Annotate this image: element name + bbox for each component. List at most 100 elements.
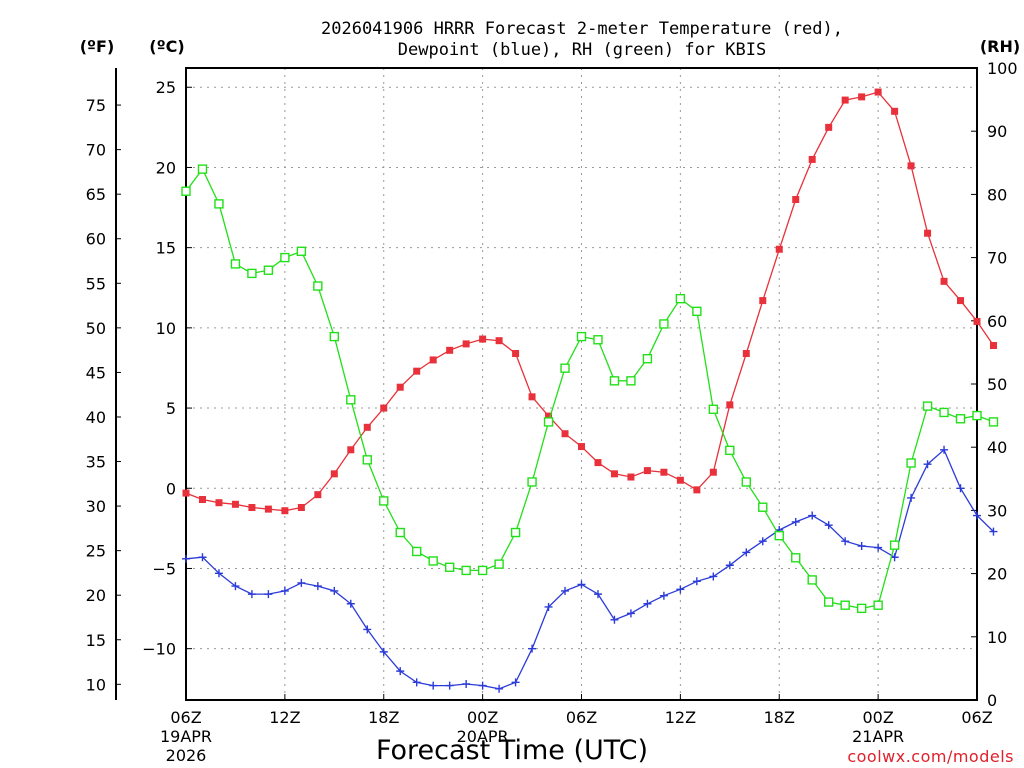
rh-point xyxy=(428,556,438,566)
dewpoint-point xyxy=(462,679,471,688)
tick-label-rh: 100 xyxy=(987,59,1018,78)
rh-point xyxy=(906,458,916,468)
rh-point xyxy=(543,417,554,427)
temperature-point xyxy=(545,412,553,420)
series-line xyxy=(185,167,994,610)
tick-label-time: 06Z xyxy=(566,708,597,727)
dewpoint-point xyxy=(429,681,438,690)
temperature-point xyxy=(693,486,701,494)
tick-label-rh: 60 xyxy=(987,312,1007,331)
series-temperature xyxy=(182,88,997,515)
rh-unit-label: (RH) xyxy=(980,37,1020,56)
tick-labels: 2520151050−5−107570656055504540353025201… xyxy=(86,59,1018,765)
tick-label-rh: 80 xyxy=(987,185,1007,204)
temperature-point xyxy=(330,470,338,478)
temperature-point xyxy=(347,446,355,454)
dewpoint-point xyxy=(198,553,207,562)
tick-label-celsius: 25 xyxy=(156,78,176,97)
chart-subtitle: Dewpoint (blue), RH (green) for KBIS xyxy=(398,40,766,60)
dewpoint-point xyxy=(742,548,751,557)
tick-label-celsius: 10 xyxy=(156,319,176,338)
tick-label-time: 18Z xyxy=(764,708,795,727)
tick-label-celsius: 20 xyxy=(156,158,176,177)
rh-point xyxy=(197,164,208,174)
dewpoint-point xyxy=(561,586,570,595)
series-line xyxy=(185,91,995,512)
temperature-point xyxy=(957,297,965,305)
rh-point xyxy=(247,268,257,279)
tick-label-time: 06Z xyxy=(170,708,201,727)
dewpoint-point xyxy=(396,667,405,676)
dewpoint-point xyxy=(363,625,372,634)
tick-label-time: 18Z xyxy=(368,708,399,727)
temperature-point xyxy=(479,335,487,343)
temperature-point xyxy=(924,229,932,237)
temperature-point xyxy=(528,393,536,401)
rh-point xyxy=(461,565,471,576)
tick-label-fahrenheit: 10 xyxy=(86,675,106,694)
temperature-point xyxy=(446,346,454,354)
temperature-point xyxy=(759,297,767,305)
rh-point xyxy=(609,376,620,386)
dewpoint-point xyxy=(758,537,767,546)
dewpoint-point xyxy=(214,569,223,578)
temperature-point xyxy=(413,367,421,375)
tick-label-rh: 50 xyxy=(987,375,1007,394)
dewpoint-point xyxy=(478,681,487,690)
credit-text: coolwx.com/models xyxy=(847,747,1014,766)
tick-label-time: 00Z xyxy=(862,708,893,727)
rh-point xyxy=(560,363,570,373)
tick-label-celsius: 5 xyxy=(166,399,176,418)
dewpoint-point xyxy=(412,678,421,687)
rh-point xyxy=(362,455,372,465)
rh-point xyxy=(527,477,537,487)
dewpoint-point xyxy=(989,527,998,536)
rh-point xyxy=(593,335,603,345)
rh-point xyxy=(642,354,653,364)
tick-label-fahrenheit: 35 xyxy=(86,453,106,472)
tick-label-celsius: −10 xyxy=(142,640,176,659)
rh-point xyxy=(725,445,735,456)
temperature-point xyxy=(907,162,915,170)
axes xyxy=(115,67,978,701)
temperature-point xyxy=(610,470,618,478)
dewpoint-point xyxy=(610,615,619,624)
dewpoint-point xyxy=(857,542,866,551)
temperature-point xyxy=(198,495,206,503)
rh-point xyxy=(230,259,241,269)
chart-title: 2026041906 HRRR Forecast 2-meter Tempera… xyxy=(321,19,843,39)
dewpoint-point xyxy=(182,554,190,563)
grid-lines xyxy=(186,68,977,700)
tick-label-time: 00Z xyxy=(467,708,498,727)
dewpoint-point xyxy=(495,684,504,693)
temperature-point xyxy=(660,468,668,476)
temperature-point xyxy=(429,356,437,364)
dewpoint-point xyxy=(280,586,289,595)
tick-label-fahrenheit: 15 xyxy=(86,631,106,650)
temperature-point xyxy=(363,423,371,431)
tick-label-fahrenheit: 20 xyxy=(86,586,106,605)
series-rh xyxy=(181,164,999,614)
dewpoint-point xyxy=(659,591,668,600)
x-axis-title: Forecast Time (UTC) xyxy=(376,735,648,766)
temperature-point xyxy=(792,196,800,204)
temperature-point xyxy=(858,93,866,101)
dewpoint-point xyxy=(824,521,833,530)
rh-point xyxy=(379,496,389,506)
temperature-point xyxy=(973,317,981,325)
rh-point xyxy=(758,502,768,512)
tick-label-fahrenheit: 40 xyxy=(86,408,106,427)
rh-point xyxy=(922,401,933,411)
dewpoint-point xyxy=(643,599,652,608)
rh-point xyxy=(972,410,982,421)
tick-label-rh: 90 xyxy=(987,122,1007,141)
temperature-point xyxy=(512,350,520,358)
temperature-point xyxy=(215,499,223,507)
tick-label-rh: 70 xyxy=(987,249,1007,268)
temperature-point xyxy=(874,88,882,96)
dewpoint-point xyxy=(593,590,602,599)
dewpoint-point xyxy=(956,484,965,493)
dewpoint-point xyxy=(692,577,701,586)
dewpoint-point xyxy=(676,585,685,594)
rh-point xyxy=(477,565,488,576)
